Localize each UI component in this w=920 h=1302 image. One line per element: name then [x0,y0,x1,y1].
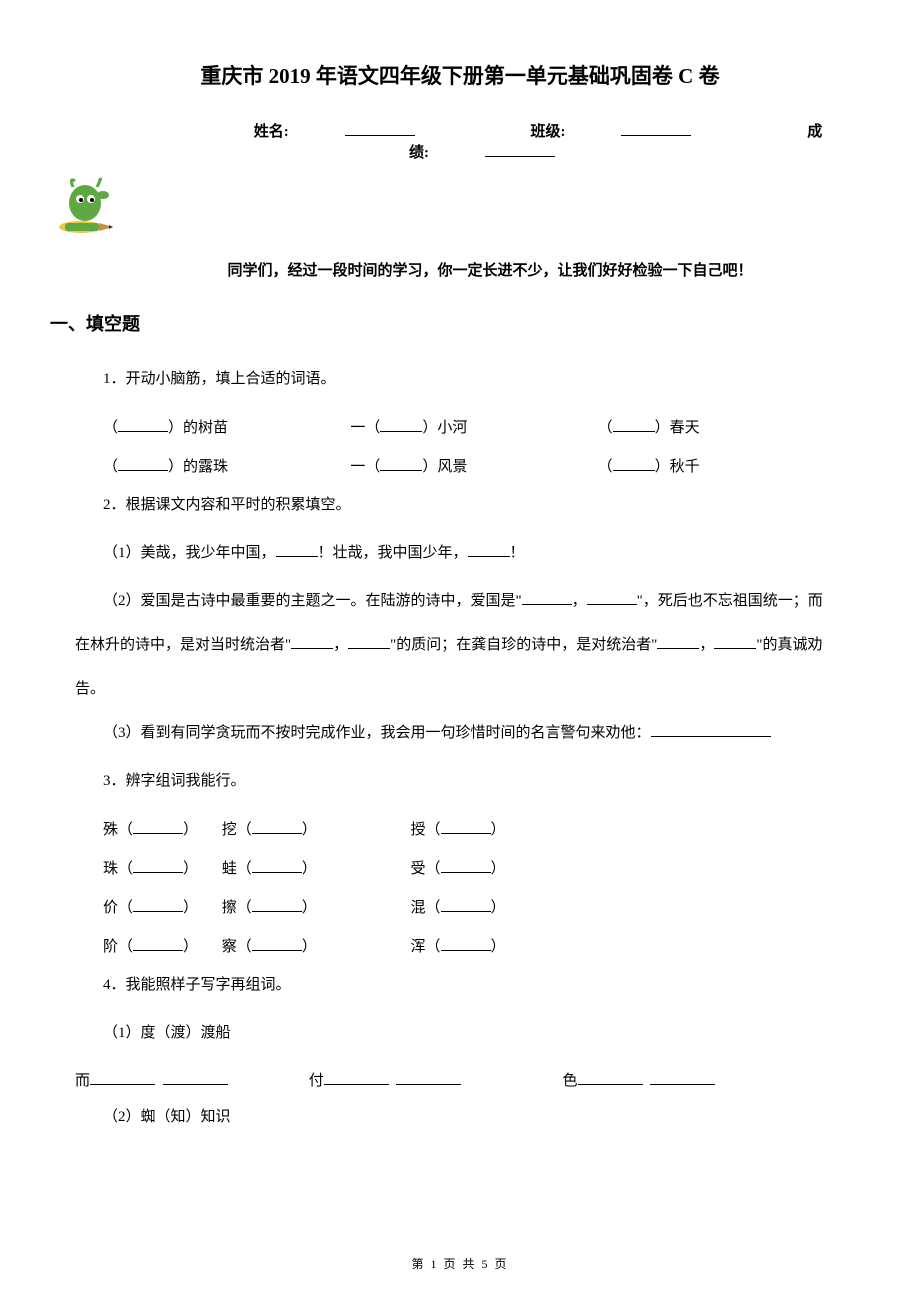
q2-part2[interactable]: （2）爱国是古诗中最重要的主题之一。在陆游的诗中，爱国是"，"，死后也不忘祖国统… [75,583,845,619]
q4-ex1-blanks[interactable]: 而 付 色 [75,1063,845,1099]
q1-r1-b[interactable]: 一（）小河 [350,409,597,448]
page-footer: 第 1 页 共 5 页 [0,1255,920,1272]
q3-row1[interactable]: 殊（） 挖（） 授（） [103,811,845,850]
class-field[interactable]: 班级: [502,124,719,140]
q1-r2-b[interactable]: 一（）风景 [350,448,597,487]
student-info-header: 姓名: 班级: 成绩: [175,120,845,162]
q2-part3[interactable]: （3）看到有同学贪玩而不按时完成作业，我会用一句珍惜时间的名言警句来劝他： [103,715,845,751]
name-field[interactable]: 姓名: [226,124,443,140]
q1-r1-a[interactable]: （）的树苗 [103,409,350,448]
question-3-label: 3．辨字组词我能行。 [103,763,845,799]
q1-r1-c[interactable]: （）春天 [598,409,845,448]
exam-title: 重庆市 2019 年语文四年级下册第一单元基础巩固卷 C 卷 [75,60,845,90]
q2-part1[interactable]: （1）美哉，我少年中国，！壮哉，我中国少年，！ [103,535,845,571]
q1-r2-c[interactable]: （）秋千 [598,448,845,487]
mascot-icon [55,167,127,239]
q2-part2-line3: 告。 [75,671,845,707]
q2-part2-line2[interactable]: 在林升的诗中，是对当时统治者"，"的质问；在龚自珍的诗中，是对统治者"，"的真诚… [75,627,845,663]
q1-row2: （）的露珠 一（）风景 （）秋千 [103,448,845,487]
encouragement-text: 同学们，经过一段时间的学习，你一定长进不少，让我们好好检验一下自己吧！ [135,259,845,280]
q3-row4[interactable]: 阶（） 察（） 浑（） [103,928,845,967]
question-4-label: 4．我能照样子写字再组词。 [103,967,845,1003]
q3-row2[interactable]: 珠（） 蛙（） 受（） [103,850,845,889]
q1-row1: （）的树苗 一（）小河 （）春天 [103,409,845,448]
q1-r2-a[interactable]: （）的露珠 [103,448,350,487]
q4-example1: （1）度（渡）渡船 [103,1015,845,1051]
question-1-label: 1．开动小脑筋，填上合适的词语。 [103,361,845,397]
section-1-heading: 一、填空题 [50,310,845,336]
question-2-label: 2．根据课文内容和平时的积累填空。 [103,487,845,523]
q3-row3[interactable]: 价（） 擦（） 混（） [103,889,845,928]
q4-example2: （2）蜘（知）知识 [103,1099,845,1135]
